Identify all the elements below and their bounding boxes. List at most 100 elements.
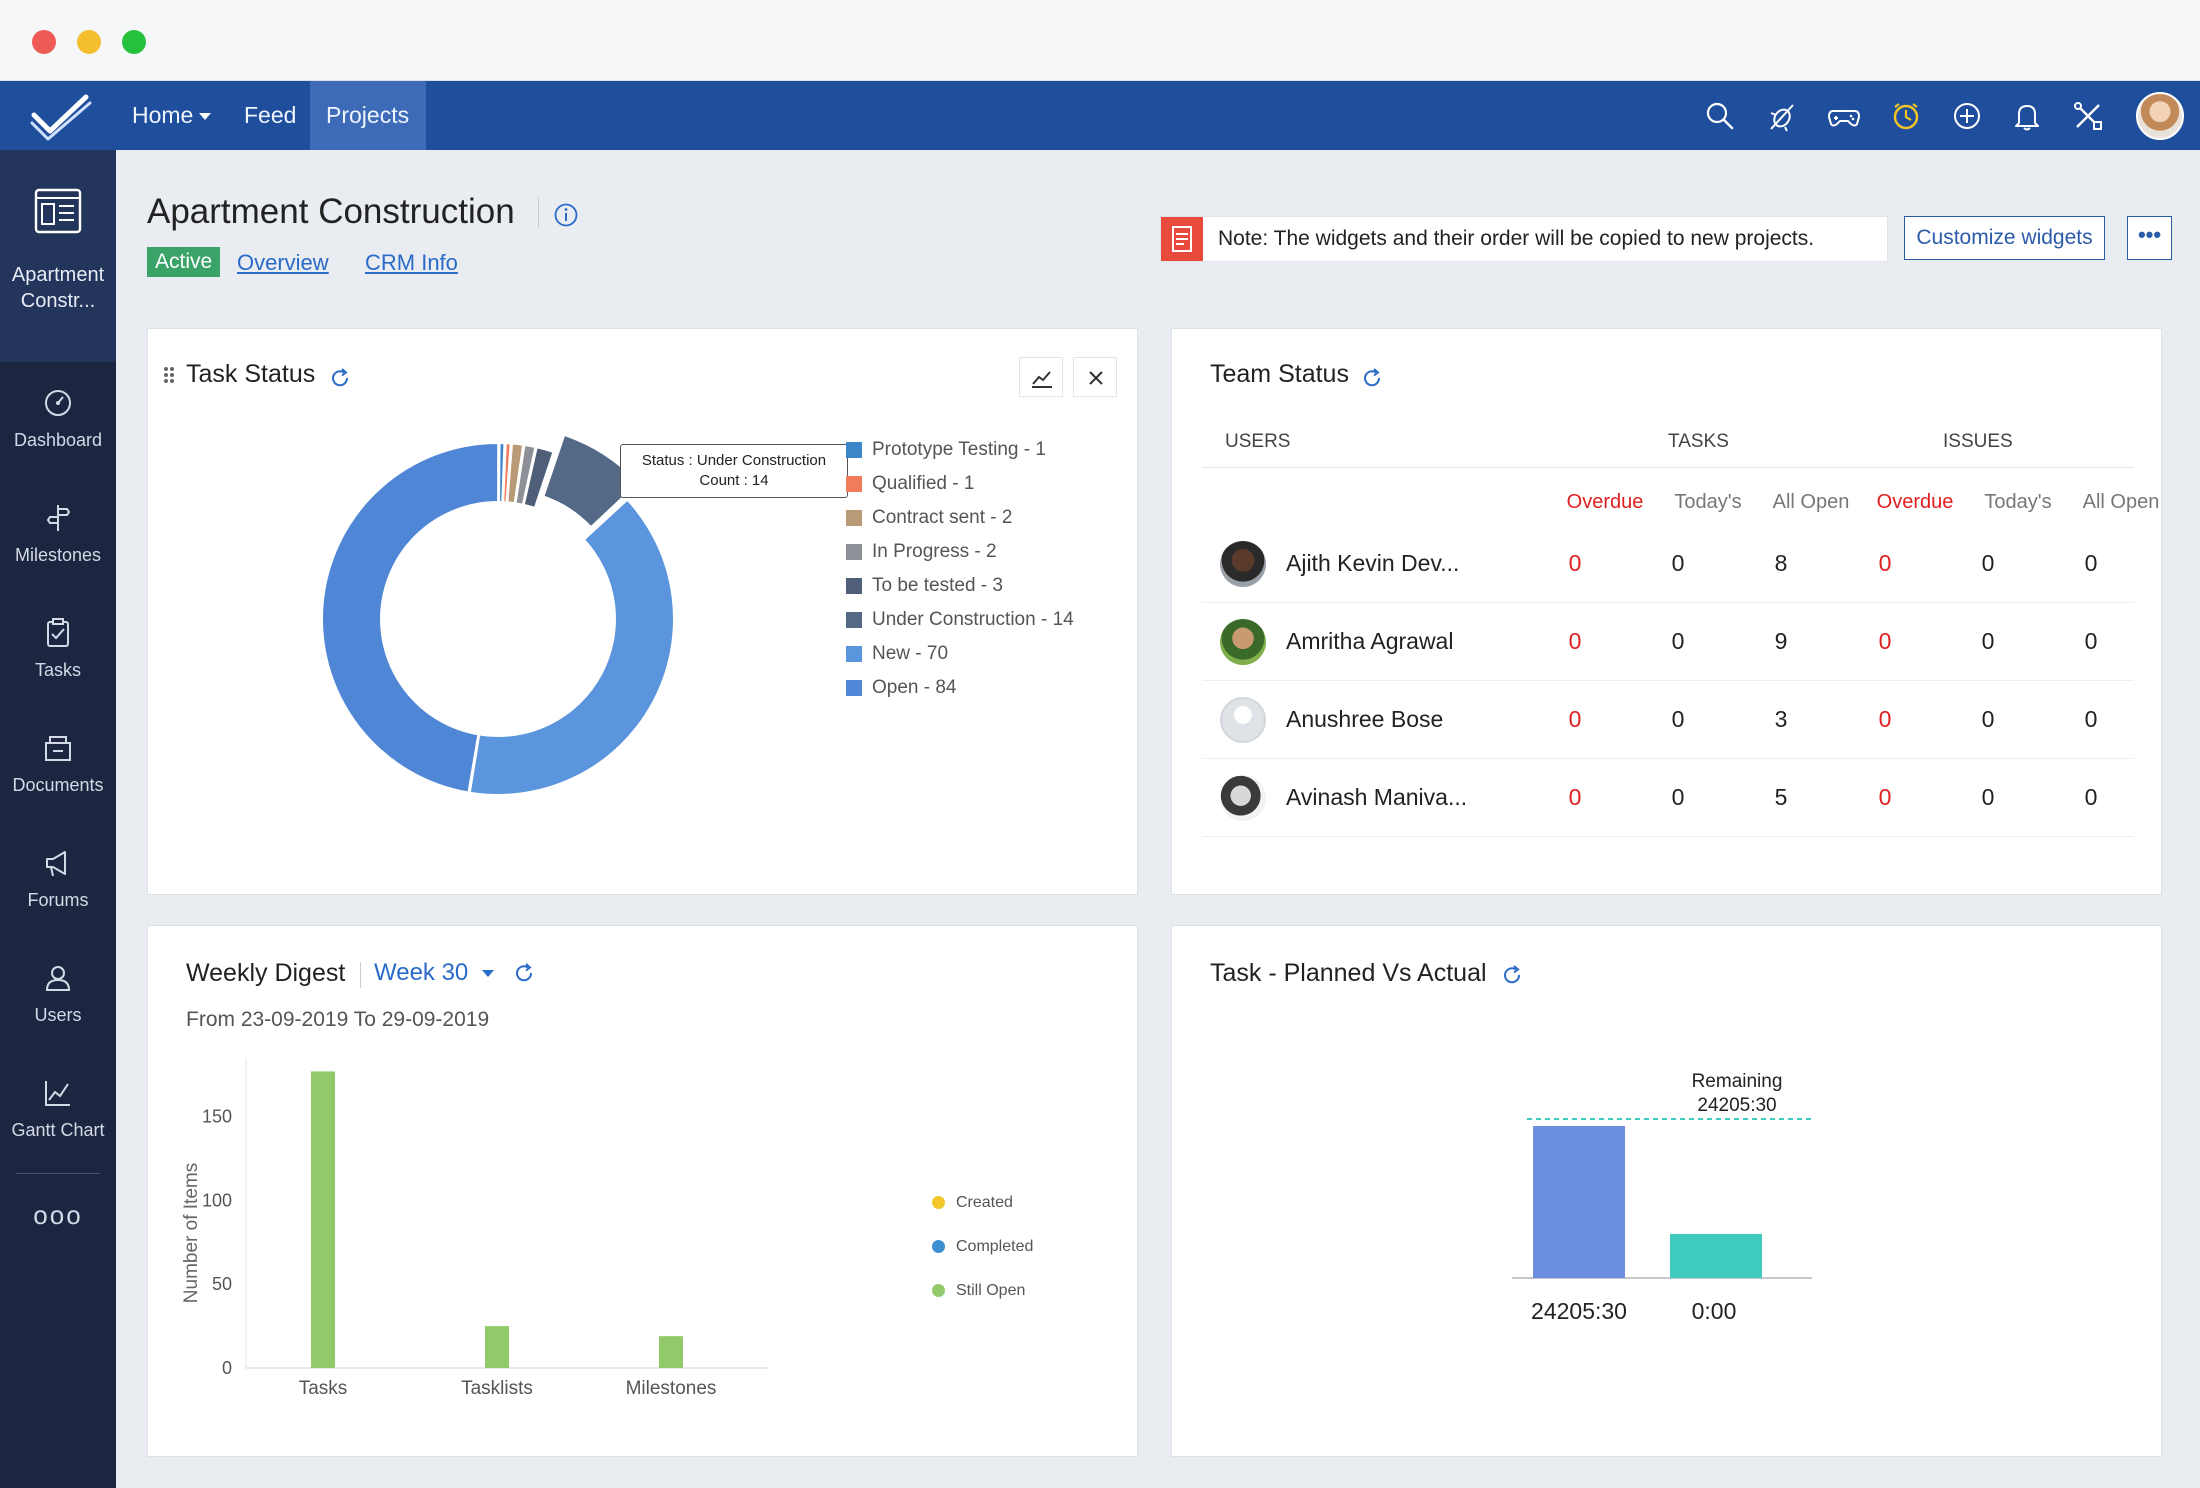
donut-slice[interactable] <box>522 446 555 510</box>
settings-tools-icon[interactable] <box>2071 99 2105 133</box>
table-row[interactable]: Avinash Maniva... 0 0 5 0 0 0 <box>1202 759 2134 837</box>
sidebar-item-tasks[interactable]: Tasks <box>0 616 116 681</box>
week-label: Week 30 <box>374 959 469 986</box>
sidebar-item-milestones[interactable]: Milestones <box>0 501 116 566</box>
sidebar-item-users[interactable]: Users <box>0 961 116 1026</box>
sidebar-item-dashboard[interactable]: Dashboard <box>0 386 116 451</box>
task-open-count[interactable]: 8 <box>1774 550 1788 576</box>
task-open-count[interactable]: 9 <box>1774 628 1788 654</box>
issue-overdue-count[interactable]: 0 <box>1878 628 1892 654</box>
legend-item[interactable]: Under Construction - 14 <box>846 609 1126 633</box>
issue-overdue-count[interactable]: 0 <box>1878 706 1892 732</box>
task-open-count[interactable]: 5 <box>1774 784 1788 810</box>
minimize-window-button[interactable] <box>77 30 101 54</box>
refresh-icon[interactable] <box>329 367 351 389</box>
chart-type-button[interactable] <box>1019 357 1063 397</box>
sidebar-item-label: Tasks <box>34 660 81 680</box>
sidebar-item-forums[interactable]: Forums <box>0 846 116 911</box>
crm-info-link[interactable]: CRM Info <box>365 250 458 275</box>
issue-open-count[interactable]: 0 <box>2084 550 2098 576</box>
issue-today-count[interactable]: 0 <box>1981 784 1995 810</box>
page-title: Apartment Construction <box>147 192 515 231</box>
app-logo-icon[interactable] <box>28 89 94 143</box>
nav-projects-link[interactable]: Projects <box>310 81 426 150</box>
task-overdue-count[interactable]: 0 <box>1568 628 1582 654</box>
sidebar-item-documents[interactable]: Documents <box>0 731 116 796</box>
chart-switch-icon <box>1032 371 1052 388</box>
task-overdue-count[interactable]: 0 <box>1568 784 1582 810</box>
customize-widgets-button[interactable]: Customize widgets <box>1904 216 2105 260</box>
y-tick-label: 50 <box>212 1274 232 1294</box>
chevron-down-icon <box>482 970 495 978</box>
gamepad-icon[interactable] <box>1827 99 1861 133</box>
legend-item[interactable]: New - 70 <box>846 643 1126 667</box>
user-name[interactable]: Avinash Maniva... <box>1286 784 1468 810</box>
donut-slice[interactable] <box>321 441 500 794</box>
close-window-button[interactable] <box>32 30 56 54</box>
bar[interactable] <box>485 1326 509 1368</box>
info-icon[interactable] <box>553 202 579 228</box>
legend-item[interactable]: Prototype Testing - 1 <box>846 439 1126 463</box>
legend-item[interactable]: In Progress - 2 <box>846 541 1126 565</box>
sidebar-current-project[interactable]: Apartment Constr... <box>0 150 116 362</box>
week-selector[interactable]: Week 30 <box>374 959 495 987</box>
legend-item[interactable]: Contract sent - 2 <box>846 507 1126 531</box>
task-today-count[interactable]: 0 <box>1671 628 1685 654</box>
nav-feed-link[interactable]: Feed <box>244 102 297 128</box>
donut-slice[interactable] <box>542 433 640 529</box>
legend-item[interactable]: To be tested - 3 <box>846 575 1126 599</box>
issue-today-count[interactable]: 0 <box>1981 706 1995 732</box>
user-name[interactable]: Amritha Agrawal <box>1286 628 1454 654</box>
issue-today-count[interactable]: 0 <box>1981 550 1995 576</box>
issue-open-count[interactable]: 0 <box>2084 706 2098 732</box>
task-overdue-count[interactable]: 0 <box>1568 706 1582 732</box>
bar[interactable] <box>1533 1126 1625 1278</box>
maximize-window-button[interactable] <box>122 30 146 54</box>
status-badge[interactable]: Active <box>147 247 221 277</box>
issue-overdue-count[interactable]: 0 <box>1878 550 1892 576</box>
table-row[interactable]: Amritha Agrawal 0 0 9 0 0 0 <box>1202 603 2134 681</box>
legend-label: Qualified - 1 <box>872 473 975 494</box>
y-tick-label: 150 <box>202 1107 232 1127</box>
task-today-count[interactable]: 0 <box>1671 550 1685 576</box>
overview-link[interactable]: Overview <box>237 250 329 275</box>
donut-slice[interactable] <box>468 498 675 796</box>
table-row[interactable]: Anushree Bose 0 0 3 0 0 0 <box>1202 681 2134 759</box>
bug-icon[interactable] <box>1765 99 1799 133</box>
refresh-icon[interactable] <box>1361 367 1383 389</box>
drag-handle-icon[interactable] <box>162 365 176 385</box>
bar[interactable] <box>311 1071 335 1368</box>
search-icon[interactable] <box>1703 99 1737 133</box>
timer-icon[interactable] <box>1889 99 1923 133</box>
legend-item[interactable]: Created <box>932 1194 1013 1212</box>
user-name[interactable]: Ajith Kevin Dev... <box>1286 550 1460 576</box>
user-avatar[interactable] <box>2136 92 2184 140</box>
task-today-count[interactable]: 0 <box>1671 784 1685 810</box>
issue-today-count[interactable]: 0 <box>1981 628 1995 654</box>
refresh-icon[interactable] <box>1501 964 1523 986</box>
table-row[interactable]: Ajith Kevin Dev... 0 0 8 0 0 0 <box>1202 525 2134 603</box>
legend-item[interactable]: Qualified - 1 <box>846 473 1126 497</box>
bar[interactable] <box>659 1336 683 1368</box>
close-widget-button[interactable] <box>1073 357 1117 397</box>
sidebar-more-button[interactable]: ooo <box>33 1200 83 1230</box>
bell-icon[interactable] <box>2010 99 2044 133</box>
sidebar-item-gantt-chart[interactable]: Gantt Chart <box>0 1076 116 1141</box>
issue-overdue-count[interactable]: 0 <box>1878 784 1892 810</box>
legend-item[interactable]: Still Open <box>932 1282 1025 1300</box>
legend-item[interactable]: Open - 84 <box>846 677 1126 701</box>
add-icon[interactable] <box>1950 99 1984 133</box>
user-name[interactable]: Anushree Bose <box>1286 706 1444 732</box>
nav-home-menu[interactable]: Home <box>116 81 227 150</box>
legend-item[interactable]: Completed <box>932 1238 1033 1256</box>
issue-open-count[interactable]: 0 <box>2084 784 2098 810</box>
task-overdue-count[interactable]: 0 <box>1568 550 1582 576</box>
refresh-icon[interactable] <box>513 962 535 984</box>
x-tick-label: Tasklists <box>461 1378 533 1399</box>
task-open-count[interactable]: 3 <box>1774 706 1788 732</box>
bar[interactable] <box>1670 1234 1762 1278</box>
more-options-button[interactable]: ••• <box>2127 216 2172 260</box>
documents-icon <box>45 736 71 761</box>
task-today-count[interactable]: 0 <box>1671 706 1685 732</box>
issue-open-count[interactable]: 0 <box>2084 628 2098 654</box>
